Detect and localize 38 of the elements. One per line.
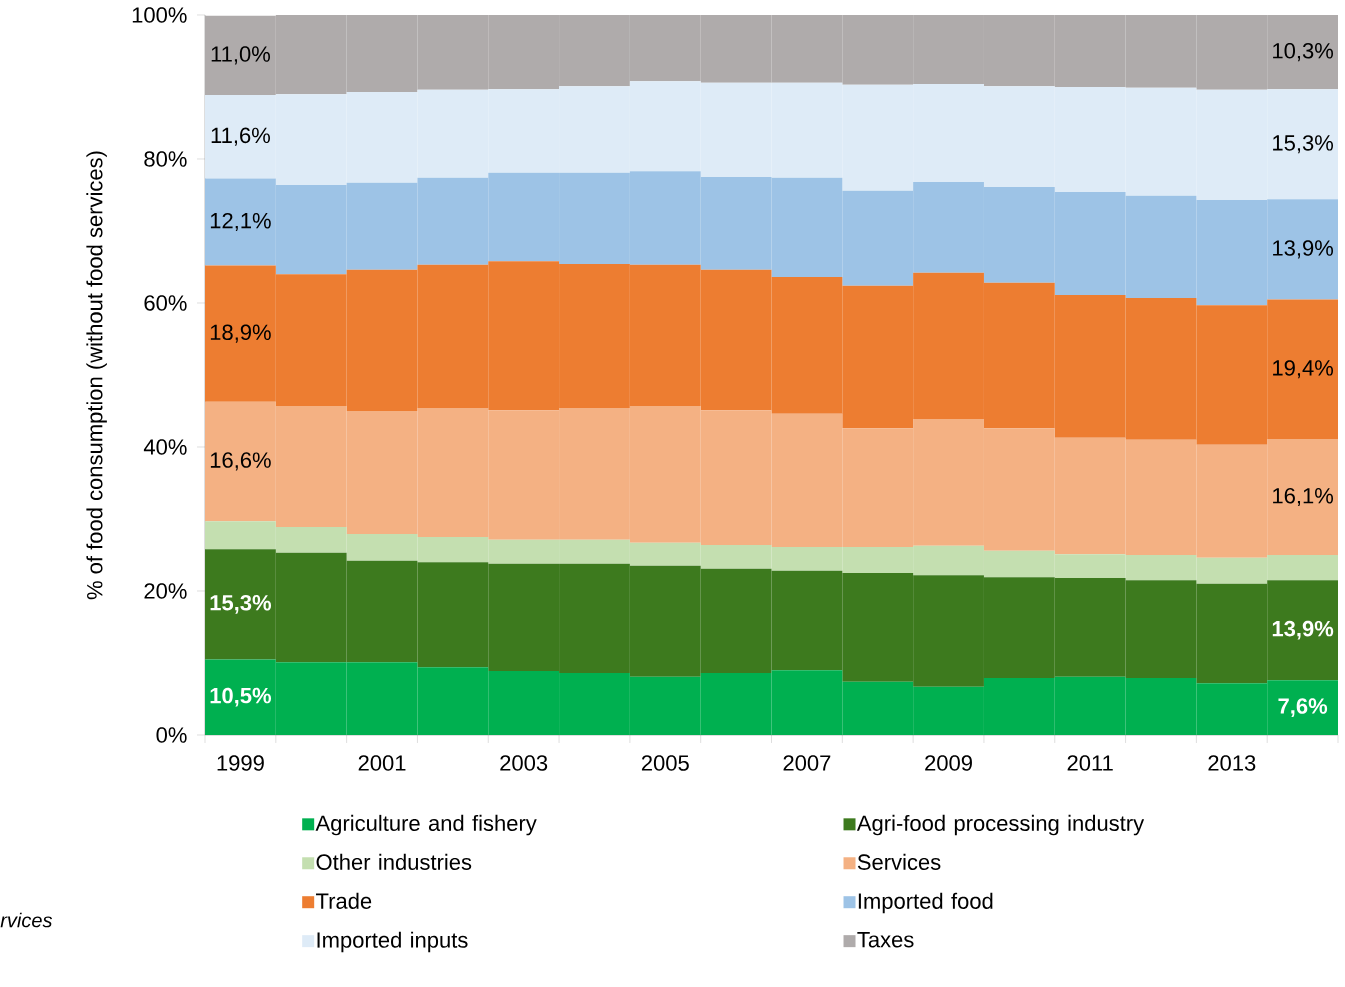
data-label: 10,3% [1273, 42, 1334, 62]
legend-label: Imported inputs [317, 931, 468, 953]
y-tick-label: 100% [132, 7, 187, 23]
legend-label: Taxes [857, 932, 914, 948]
legend-label: Agri-food processing industry [856, 814, 1145, 836]
legend-label: Imported food [858, 892, 993, 914]
data-label: 10,5% [210, 687, 272, 707]
y-tick-label: 20% [144, 583, 187, 599]
data-label: 11,6% [211, 127, 270, 146]
x-tick-label: 2007 [783, 755, 831, 771]
text: rvices [0, 912, 53, 928]
x-tick-label: 2011 [1067, 755, 1113, 771]
data-label: 12,1% [210, 212, 271, 232]
data-label: 18,9% [210, 324, 271, 343]
x-tick-label: 2009 [925, 755, 972, 771]
data-label: 13,9% [1273, 240, 1334, 259]
y-tick-label: 40% [143, 439, 187, 455]
y-tick-label: 80% [144, 151, 187, 167]
legend-label: Other industries [316, 853, 472, 870]
data-label: 7,6% [1278, 698, 1328, 718]
data-label: 16,1% [1273, 487, 1334, 507]
data-label: 19,4% [1273, 360, 1334, 379]
x-tick-label: 2005 [641, 755, 689, 771]
x-tick-label: 1999 [217, 755, 264, 771]
legend-label: Services [857, 853, 941, 870]
data-label: 11,0% [211, 46, 270, 65]
data-label: 13,9% [1272, 620, 1334, 640]
x-tick-label: 2013 [1208, 755, 1256, 771]
x-tick-label: 2001 [358, 755, 406, 771]
legend-label: Trade [316, 892, 372, 909]
x-tick-label: 2003 [500, 755, 548, 771]
y-axis-title: % of food consumption (without food services) [86, 151, 107, 600]
y-tick-label: 0% [156, 727, 187, 743]
data-label: 15,3% [1273, 135, 1334, 154]
data-label: 16,6% [210, 452, 271, 471]
legend-label: Agriculture and fishery [315, 814, 537, 836]
y-tick-label: 60% [144, 295, 187, 311]
data-label: 15,3% [210, 594, 272, 614]
